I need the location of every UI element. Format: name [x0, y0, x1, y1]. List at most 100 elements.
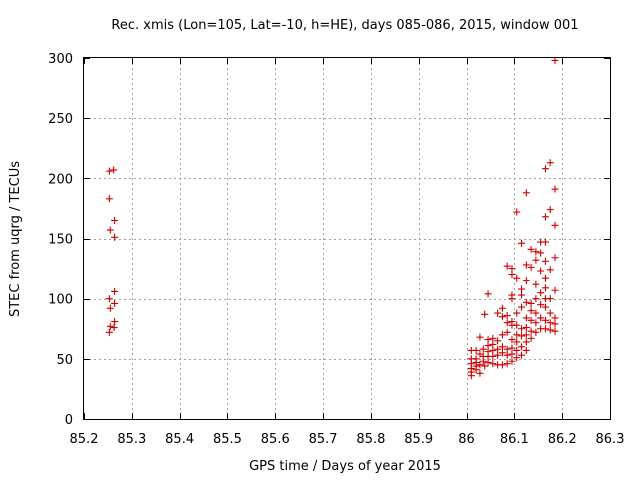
data-point — [532, 248, 540, 256]
data-point — [503, 360, 511, 368]
data-point — [546, 309, 554, 317]
data-point — [518, 285, 526, 293]
data-point — [503, 312, 511, 320]
data-point — [498, 313, 506, 321]
data-point — [513, 309, 521, 317]
data-points — [105, 56, 559, 380]
data-point — [522, 314, 530, 322]
data-point — [532, 319, 540, 327]
y-tick-labels: 0 50 100 150 200 250 300 — [48, 52, 73, 428]
data-point — [551, 314, 559, 322]
y-tick-label: 50 — [56, 353, 73, 368]
x-tick-label: 86 — [458, 432, 475, 447]
data-point — [498, 331, 506, 339]
data-point — [508, 295, 516, 303]
y-tick-label: 100 — [48, 293, 73, 308]
data-point — [518, 325, 526, 333]
data-point — [537, 267, 545, 275]
data-point — [541, 238, 549, 246]
data-point — [541, 325, 549, 333]
data-point — [111, 287, 119, 295]
data-point — [522, 331, 530, 339]
data-point — [105, 195, 113, 203]
data-point — [541, 213, 549, 221]
data-point — [513, 274, 521, 282]
data-point — [518, 343, 526, 351]
data-point — [541, 303, 549, 311]
data-point — [481, 362, 489, 370]
y-tick-label: 0 — [65, 413, 73, 428]
data-point — [494, 337, 502, 345]
data-point — [537, 289, 545, 297]
data-point — [551, 286, 559, 294]
data-point — [518, 332, 526, 340]
data-point — [484, 342, 492, 350]
data-point — [518, 291, 526, 299]
data-point — [541, 274, 549, 282]
data-point — [106, 226, 114, 234]
data-point — [522, 277, 530, 285]
data-point — [541, 284, 549, 292]
data-point — [527, 327, 535, 335]
data-point — [551, 221, 559, 229]
data-point — [537, 301, 545, 309]
data-point — [527, 245, 535, 253]
data-point — [111, 299, 119, 307]
data-point — [494, 309, 502, 317]
data-point — [479, 345, 487, 353]
data-point — [518, 351, 526, 359]
x-tick-label: 86.1 — [500, 432, 529, 447]
x-tick-label: 85.5 — [213, 432, 242, 447]
data-point — [484, 358, 492, 366]
data-point — [476, 333, 484, 341]
data-point — [503, 345, 511, 353]
data-point — [532, 280, 540, 288]
data-point — [527, 316, 535, 324]
x-tick-label: 85.7 — [309, 432, 338, 447]
data-point — [479, 357, 487, 365]
data-point — [532, 328, 540, 336]
data-point — [498, 349, 506, 357]
data-point — [110, 166, 118, 174]
data-point — [106, 304, 114, 312]
chart-title: Rec. xmis (Lon=105, Lat=-10, h=HE), days… — [111, 18, 578, 33]
x-tick-label: 86.3 — [596, 432, 625, 447]
data-point — [513, 346, 521, 354]
data-point — [532, 256, 540, 264]
data-point — [513, 338, 521, 346]
y-axis-label: STEC from uqrg / TECUs — [8, 161, 23, 317]
data-point — [111, 318, 119, 326]
data-point — [513, 331, 521, 339]
data-point — [546, 206, 554, 214]
data-point — [546, 266, 554, 274]
data-point — [551, 185, 559, 193]
data-point — [105, 295, 113, 303]
data-point — [498, 361, 506, 369]
data-point — [546, 319, 554, 327]
data-point — [541, 316, 549, 324]
data-point — [522, 346, 530, 354]
data-point — [546, 295, 554, 303]
data-point — [522, 338, 530, 346]
data-point — [484, 290, 492, 298]
data-point — [527, 263, 535, 271]
data-point — [111, 216, 119, 224]
data-point — [551, 56, 559, 64]
x-tick-label: 85.2 — [70, 432, 99, 447]
data-point — [551, 320, 559, 328]
data-point — [106, 322, 114, 330]
y-tick-label: 250 — [48, 112, 73, 127]
data-point — [472, 366, 480, 374]
data-point — [105, 328, 113, 336]
data-point — [508, 350, 516, 358]
x-tick-label: 85.6 — [261, 432, 290, 447]
data-point — [522, 324, 530, 332]
data-point — [494, 351, 502, 359]
data-point — [105, 167, 113, 175]
data-point — [503, 328, 511, 336]
x-tick-label: 85.3 — [117, 432, 146, 447]
x-tick-label: 85.4 — [165, 432, 194, 447]
x-tick-labels: 85.2 85.3 85.4 85.5 85.6 85.7 85.8 85.9 86 86.1 86… — [70, 432, 625, 447]
data-point — [522, 261, 530, 269]
